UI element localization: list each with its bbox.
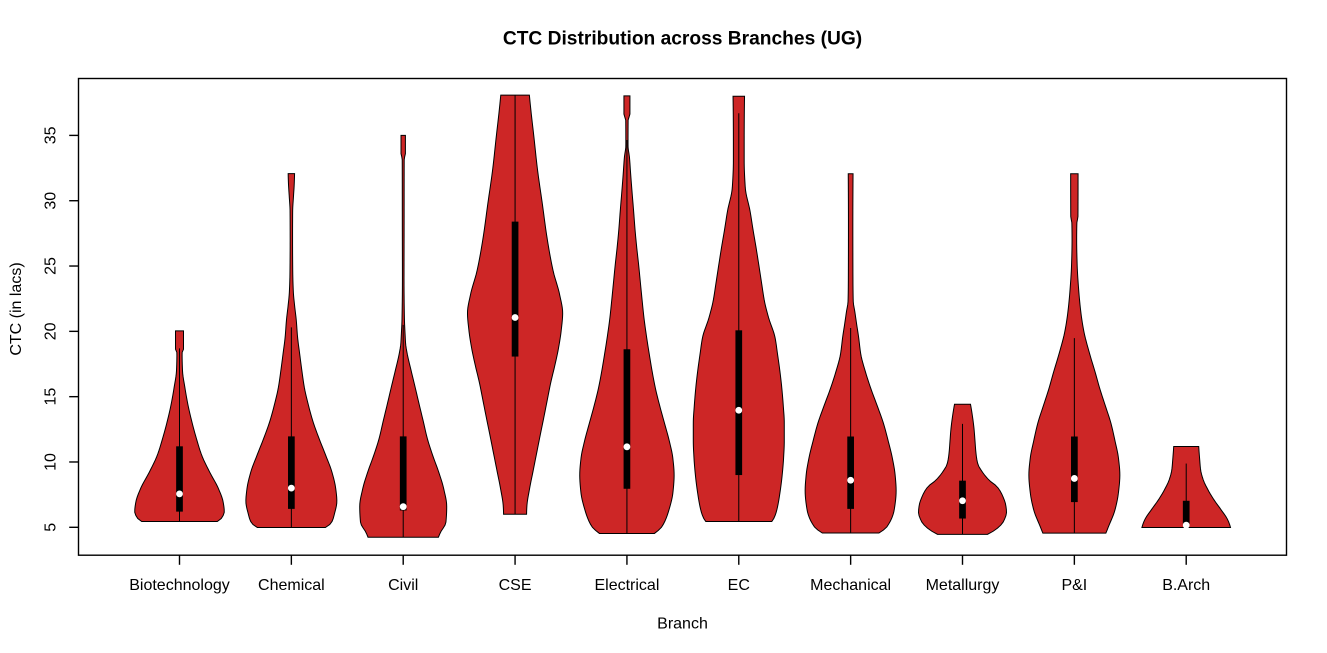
svg-text:5: 5 <box>43 523 60 532</box>
svg-text:B.Arch: B.Arch <box>1162 577 1210 594</box>
svg-text:20: 20 <box>43 322 60 340</box>
svg-text:EC: EC <box>728 577 750 594</box>
svg-text:35: 35 <box>43 126 60 144</box>
svg-text:CTC Distribution across Branch: CTC Distribution across Branches (UG) <box>503 29 862 50</box>
svg-text:Biotechnology: Biotechnology <box>129 577 230 594</box>
svg-text:Metallurgy: Metallurgy <box>926 577 1000 594</box>
svg-text:Electrical: Electrical <box>594 577 659 594</box>
svg-text:10: 10 <box>43 453 60 471</box>
svg-text:Mechanical: Mechanical <box>810 577 891 594</box>
svg-text:25: 25 <box>43 257 60 275</box>
svg-text:Civil: Civil <box>388 577 418 594</box>
svg-text:P&I: P&I <box>1061 577 1087 594</box>
svg-text:30: 30 <box>43 192 60 210</box>
svg-text:Branch: Branch <box>657 616 708 633</box>
svg-text:Chemical: Chemical <box>258 577 325 594</box>
svg-text:CTC (in lacs): CTC (in lacs) <box>8 262 25 355</box>
svg-text:CSE: CSE <box>499 577 532 594</box>
svg-text:15: 15 <box>43 388 60 406</box>
